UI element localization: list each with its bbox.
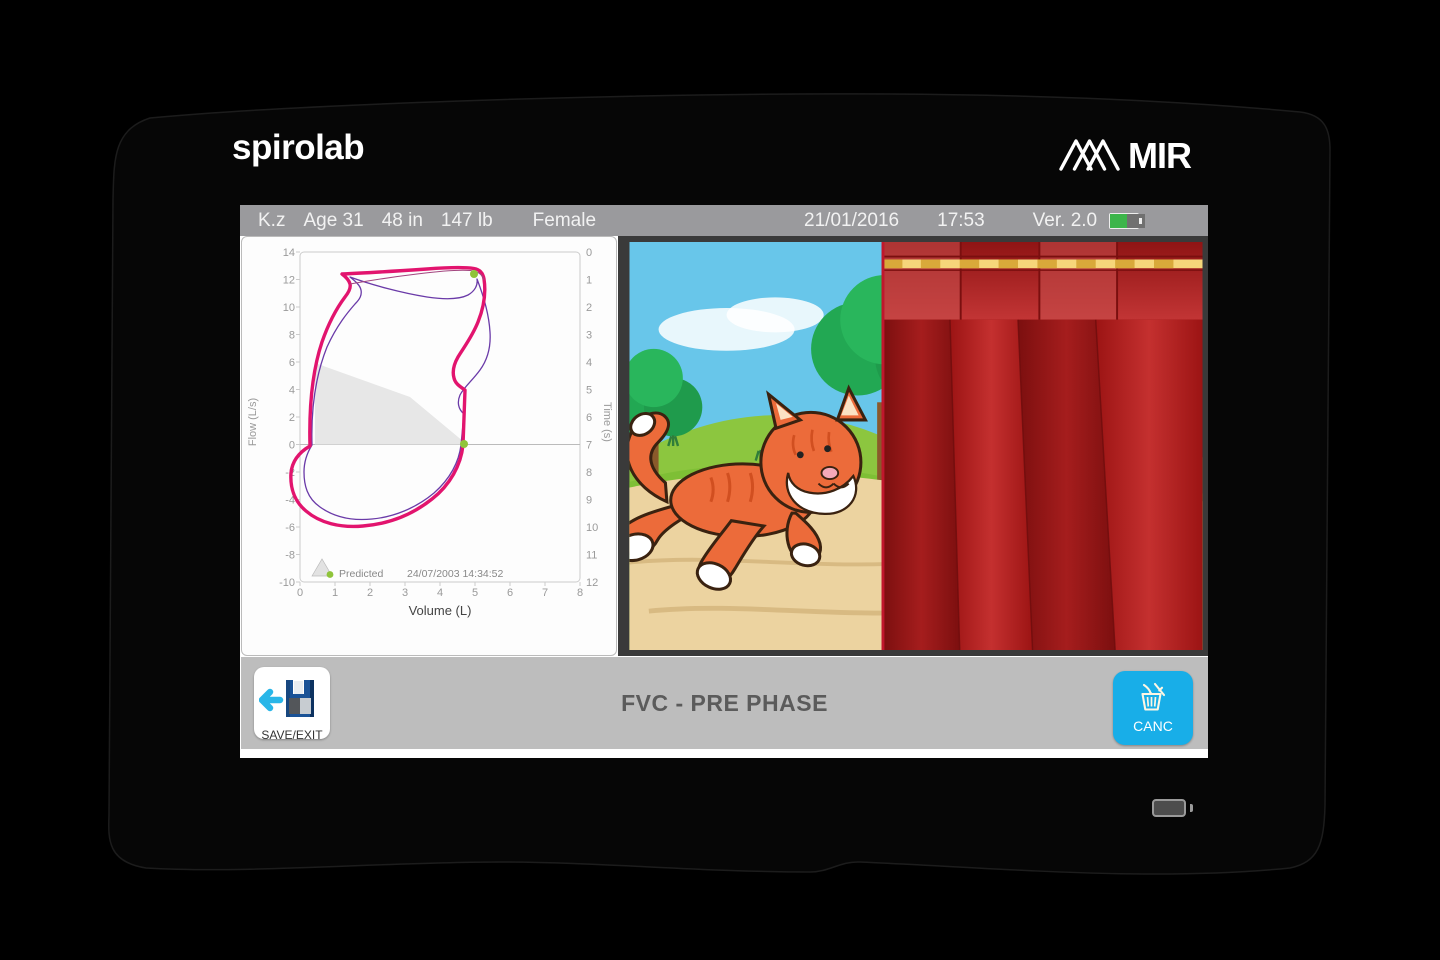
svg-text:24/07/2003 14:34:52: 24/07/2003 14:34:52	[407, 568, 504, 580]
svg-text:3: 3	[586, 330, 592, 342]
svg-text:1: 1	[586, 275, 592, 287]
svg-text:10: 10	[283, 302, 295, 314]
svg-text:0: 0	[586, 247, 592, 259]
svg-text:MIR: MIR	[1128, 135, 1192, 173]
svg-text:8: 8	[586, 467, 592, 479]
svg-text:12: 12	[586, 577, 598, 589]
svg-text:6: 6	[289, 357, 295, 369]
svg-text:0: 0	[289, 440, 295, 452]
svg-text:5: 5	[472, 587, 478, 599]
svg-text:Predicted: Predicted	[339, 568, 384, 580]
svg-text:6: 6	[586, 412, 592, 424]
svg-text:-10: -10	[279, 577, 295, 589]
svg-text:0: 0	[297, 587, 303, 599]
svg-text:9: 9	[586, 495, 592, 507]
svg-text:-8: -8	[285, 550, 295, 562]
svg-text:4: 4	[437, 587, 443, 599]
svg-text:Volume (L): Volume (L)	[409, 603, 472, 618]
svg-text:12: 12	[283, 275, 295, 287]
svg-text:1: 1	[332, 587, 338, 599]
svg-text:10: 10	[586, 522, 598, 534]
svg-text:2: 2	[586, 302, 592, 314]
svg-text:5: 5	[586, 385, 592, 397]
svg-text:-6: -6	[285, 522, 295, 534]
svg-text:7: 7	[542, 587, 548, 599]
svg-text:7: 7	[586, 440, 592, 452]
svg-text:2: 2	[367, 587, 373, 599]
svg-text:4: 4	[586, 357, 592, 369]
svg-text:8: 8	[577, 587, 583, 599]
svg-text:8: 8	[289, 330, 295, 342]
svg-text:14: 14	[283, 247, 295, 259]
svg-text:Flow (L/s): Flow (L/s)	[247, 398, 259, 446]
svg-text:3: 3	[402, 587, 408, 599]
svg-text:2: 2	[289, 412, 295, 424]
svg-text:Time (s): Time (s)	[601, 402, 613, 442]
svg-text:6: 6	[507, 587, 513, 599]
svg-text:11: 11	[586, 550, 597, 562]
svg-text:4: 4	[289, 385, 295, 397]
